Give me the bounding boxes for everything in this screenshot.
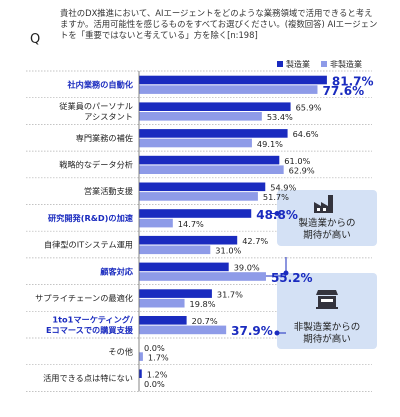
- bar-manufacturing: [139, 289, 212, 298]
- connector-marketing-dot: [274, 330, 280, 336]
- bar-non_manufacturing: [139, 85, 318, 94]
- category-label: 1to1マーケティング/: [52, 314, 133, 324]
- bar-non_manufacturing: [139, 245, 211, 255]
- value-label-non_manufacturing: 51.7%: [263, 192, 289, 202]
- category-label: その他: [108, 346, 133, 356]
- category-label: Eコマースでの購買支援: [46, 325, 134, 335]
- bar-manufacturing: [139, 129, 288, 138]
- category-row: 戦略的なデータ分析 61.0%62.9%: [59, 155, 315, 176]
- callout-box: [277, 190, 377, 246]
- category-label: 戦略的なデータ分析: [59, 159, 133, 169]
- legend-swatch-non-manufacturing: [321, 61, 327, 67]
- bar-manufacturing: [139, 209, 252, 218]
- value-label-manufacturing: 61.0%: [284, 156, 310, 166]
- category-row: 研究開発(R&D)の加速 48.8% 14.7%: [48, 208, 298, 229]
- value-label-non_manufacturing: 0.0%: [144, 379, 165, 389]
- bar-manufacturing: [139, 316, 187, 325]
- store-icon: [316, 290, 338, 309]
- legend-swatch-manufacturing: [277, 61, 283, 67]
- bar-non_manufacturing: [139, 352, 143, 361]
- question-text: 貴社のDX推進において、AIエージェントをどのような業務領域で活用できると考えま…: [60, 8, 378, 41]
- category-row: 社内業務の自動化 81.7%77.6%: [66, 74, 373, 98]
- category-label: 従業員のパーソナル: [59, 101, 133, 111]
- callout-box: [277, 273, 377, 349]
- value-label-non_manufacturing: 62.9%: [289, 166, 315, 176]
- factory-icon: [314, 195, 333, 213]
- category-row: 営業活動支援 54.9%51.7%: [84, 182, 296, 202]
- category-label: 社内業務の自動化: [66, 79, 133, 89]
- bar-manufacturing: [139, 102, 291, 111]
- bar-manufacturing: [139, 235, 238, 245]
- value-label-manufacturing: 81.7%: [332, 74, 374, 88]
- category-row: 自律型のITシステム運用 42.7%31.0%: [44, 235, 268, 256]
- category-label: 自律型のITシステム運用: [44, 240, 133, 250]
- category-label: 顧客対応: [100, 266, 134, 276]
- value-label-manufacturing: 64.6%: [293, 129, 319, 139]
- value-label-non_manufacturing: 55.2%: [271, 271, 313, 285]
- connector-customer-dot: [283, 270, 289, 276]
- value-label-non_manufacturing: 49.1%: [257, 139, 283, 149]
- value-label-non_manufacturing: 53.4%: [267, 112, 293, 122]
- bar-manufacturing: [139, 262, 229, 272]
- value-label-manufacturing: 42.7%: [242, 236, 268, 246]
- value-label-non_manufacturing: 77.6%: [322, 84, 364, 98]
- value-label-manufacturing: 20.7%: [192, 316, 218, 326]
- value-label-manufacturing: 48.8%: [256, 208, 298, 222]
- bar-non_manufacturing: [139, 272, 266, 281]
- value-label-non_manufacturing: 19.8%: [190, 299, 216, 309]
- category-row: 顧客対応 39.0% 55.2%: [100, 262, 313, 285]
- callout-text: 期待が高い: [303, 229, 351, 241]
- bar-non_manufacturing: [139, 192, 258, 201]
- legend: 製造業 非製造業: [277, 59, 362, 69]
- bar-non_manufacturing: [139, 138, 252, 148]
- category-label: 専門業務の補佐: [76, 133, 133, 143]
- category-label: 研究開発(R&D)の加速: [48, 213, 134, 223]
- bar-manufacturing: [139, 369, 142, 378]
- category-row: 1to1マーケティング/Eコマースでの購買支援 20.7% 37.9%: [46, 314, 273, 338]
- callout-text: 期待が高い: [303, 333, 351, 345]
- category-row: 活用できる点は特にない 1.2%0.0%: [43, 369, 168, 389]
- category-label: サプライチェーンの最適化: [35, 293, 133, 303]
- bar-non_manufacturing: [139, 298, 185, 308]
- category-row: サプライチェーンの最適化 31.7%19.8%: [35, 289, 243, 309]
- bar-non_manufacturing: [139, 165, 284, 174]
- legend-label-non-manufacturing: 非製造業: [330, 59, 362, 69]
- bar-manufacturing: [139, 75, 327, 85]
- value-label-manufacturing: 65.9%: [296, 103, 322, 113]
- bar-manufacturing: [139, 182, 266, 192]
- category-label: アシスタント: [84, 111, 133, 121]
- value-label-manufacturing: 54.9%: [270, 183, 296, 193]
- category-row: その他 0.0%1.7%: [108, 343, 169, 363]
- bar-non_manufacturing: [139, 112, 262, 121]
- category-row: 専門業務の補佐 64.6% 49.1%: [76, 129, 319, 149]
- question-mark: Q: [30, 32, 41, 47]
- legend-label-manufacturing: 製造業: [286, 59, 310, 69]
- value-label-manufacturing: 39.0%: [234, 263, 260, 273]
- value-label-non_manufacturing: 31.0%: [215, 246, 241, 256]
- value-label-manufacturing: 1.2%: [147, 370, 168, 380]
- category-label: 営業活動支援: [84, 186, 133, 196]
- bar-manufacturing: [139, 155, 280, 165]
- callout-text: 非製造業からの: [294, 321, 361, 333]
- value-label-non_manufacturing: 37.9%: [231, 324, 273, 338]
- value-label-manufacturing: 31.7%: [217, 289, 243, 299]
- value-label-manufacturing: 0.0%: [144, 343, 165, 353]
- connector-rnd-dot: [274, 211, 280, 216]
- bar-non_manufacturing: [139, 218, 173, 228]
- value-label-non_manufacturing: 1.7%: [148, 352, 169, 362]
- value-label-non_manufacturing: 14.7%: [178, 219, 204, 229]
- bar-non_manufacturing: [139, 325, 227, 335]
- category-label: 活用できる点は特にない: [43, 373, 133, 383]
- callout-text: 製造業からの: [298, 217, 355, 229]
